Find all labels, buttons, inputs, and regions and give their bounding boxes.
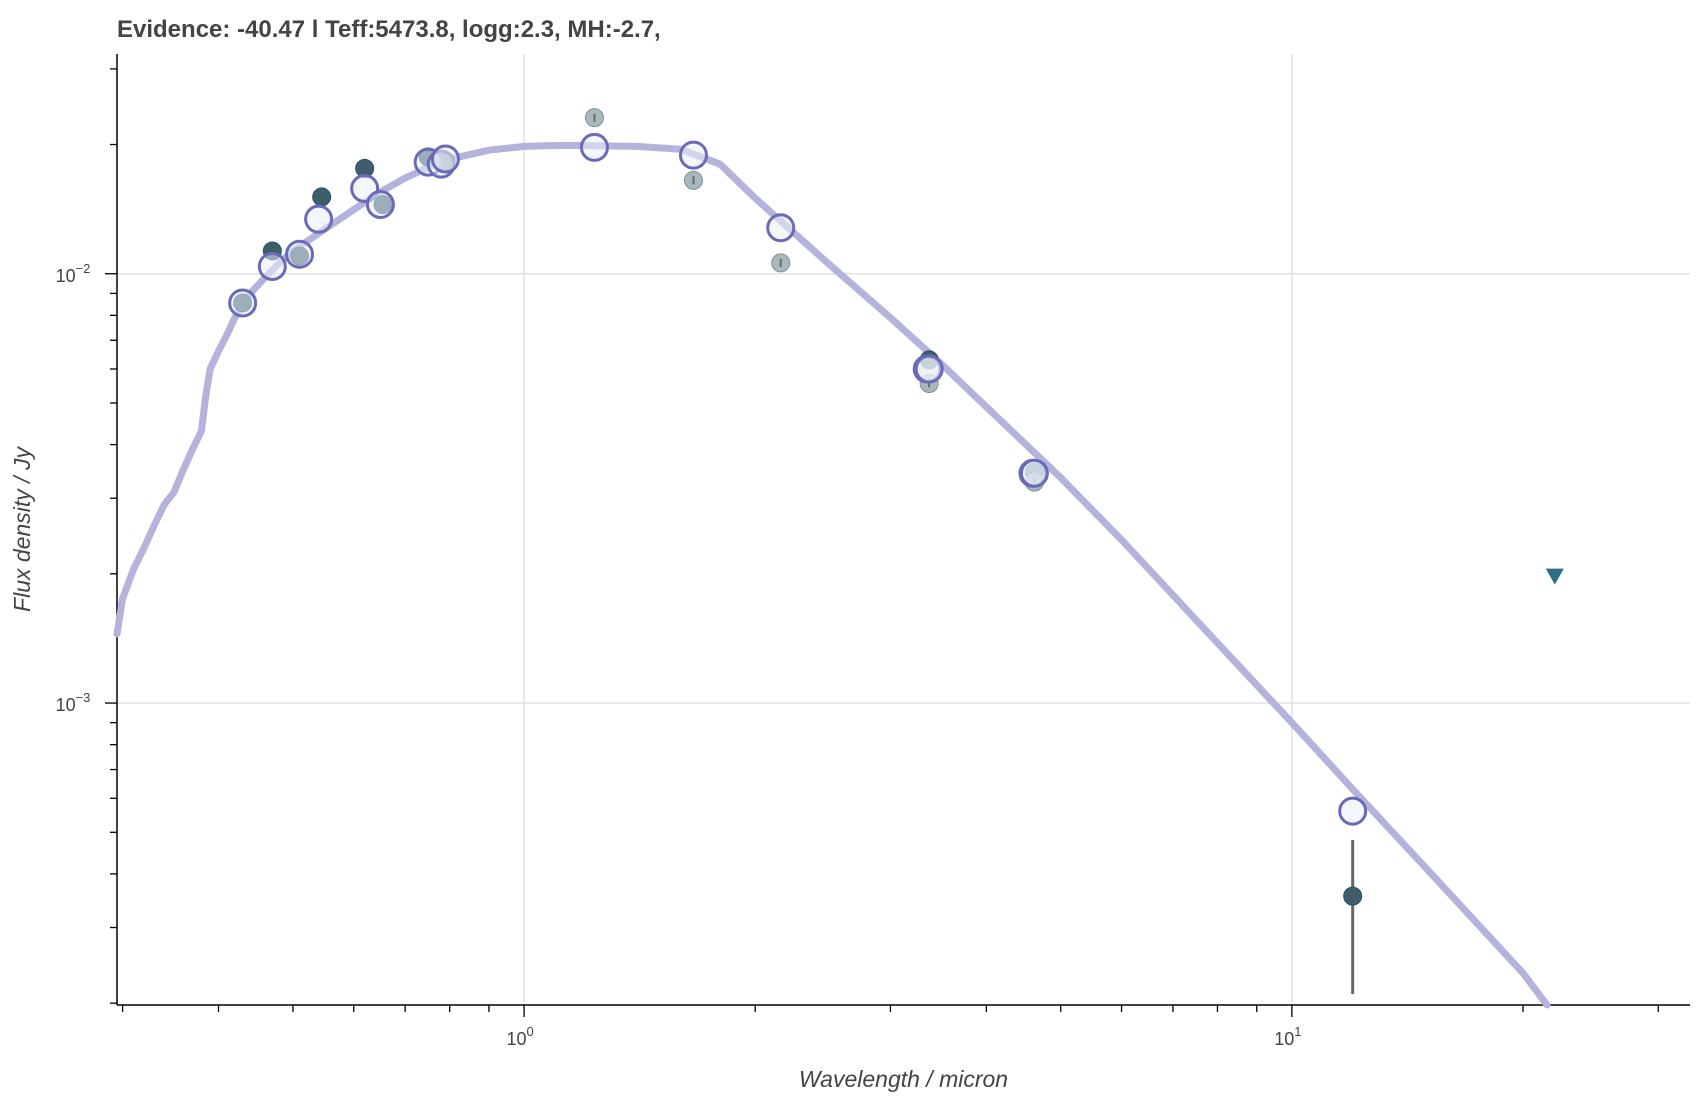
chart-title: Evidence: -40.47 l Teff:5473.8, logg:2.3… [117, 16, 661, 43]
model-sed-curve [113, 142, 1551, 1009]
model-photometry-point [257, 251, 287, 281]
model-photometry-point [1338, 796, 1368, 826]
axes [105, 54, 1690, 1017]
model-photometry-point [914, 354, 944, 384]
upper-limit-marker [1545, 568, 1564, 585]
model-photometry-point [678, 140, 708, 170]
x-tick-label: 100 [506, 1024, 533, 1049]
model-photometry-point [365, 189, 395, 219]
y-tick-label: 10−2 [56, 261, 91, 286]
tick-labels: 100 101 10−2 10−3 [56, 261, 1302, 1049]
x-axis-label: Wavelength / micron [799, 1066, 1008, 1092]
model-photometry-point [1019, 458, 1049, 488]
model-sed-line [113, 142, 1551, 1009]
model-photometry-point [430, 144, 460, 174]
upper-limits [1545, 568, 1564, 585]
model-photometry-point [285, 239, 315, 269]
x-tick-label: 101 [1274, 1024, 1301, 1049]
y-tick-label: 10−3 [56, 690, 91, 715]
y-axis-label: Flux density / Jy [9, 446, 35, 612]
model-photometry-point [304, 204, 334, 234]
grid [117, 54, 1690, 1005]
model-photometry-point [579, 132, 609, 162]
model-photometry-point [228, 288, 258, 318]
model-points [228, 132, 1368, 826]
observed-points [233, 108, 1363, 906]
model-photometry-point [766, 213, 796, 243]
